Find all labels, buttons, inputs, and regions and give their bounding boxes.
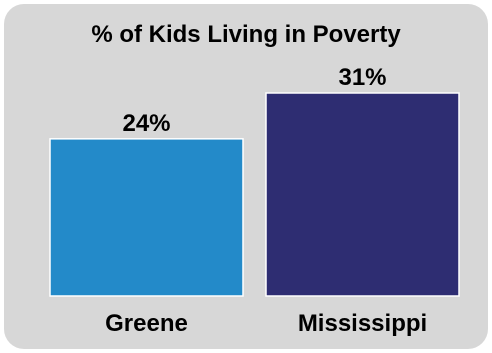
bar-mississippi bbox=[265, 92, 460, 297]
data-label-greene: 24% bbox=[122, 110, 170, 137]
category-label-greene: Greene bbox=[105, 310, 188, 337]
bar-greene bbox=[49, 138, 244, 297]
data-label-mississippi: 31% bbox=[338, 64, 386, 91]
bars-layer: 24% Greene 31% Mississippi bbox=[49, 64, 460, 337]
chart-title: % of Kids Living in Poverty bbox=[91, 21, 401, 48]
category-label-mississippi: Mississippi bbox=[298, 310, 427, 337]
